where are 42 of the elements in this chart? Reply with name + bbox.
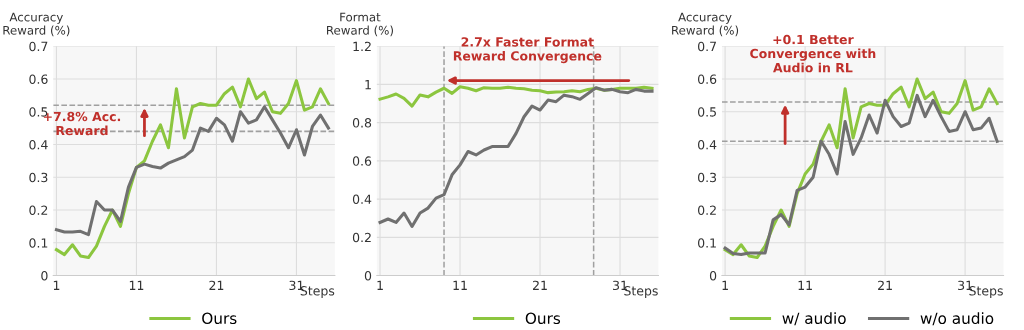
y-tick-label: 0.3 (29, 172, 48, 183)
x-tick-label: 21 (878, 280, 892, 290)
y-tick-label: 0 (41, 271, 48, 281)
y-tick-label: 0.4 (352, 194, 372, 205)
line-series (378, 85, 654, 108)
y-tick-label: 0.2 (352, 232, 371, 243)
y-tick-label: 0.7 (29, 41, 48, 52)
legend-label: Ours (525, 312, 561, 325)
y-tick-label: 0.6 (698, 74, 717, 84)
y-axis-title: Accuracy Reward (%) (672, 12, 739, 37)
y-tick-label: 0.6 (29, 74, 48, 84)
y-tick-label: 0.1 (698, 238, 716, 248)
y-tick-label: 0.7 (698, 41, 716, 52)
y-tick-label: 0.4 (698, 139, 717, 150)
y-tick-label: 1.2 (353, 41, 371, 51)
legend-label: Ours (202, 312, 237, 325)
y-tick-label: 0.3 (698, 172, 717, 183)
y-tick-label: 0 (364, 271, 372, 281)
annotation: +0.1 Better Convergence with Audio in RL (750, 34, 876, 73)
legend-label: w/ audio (782, 312, 846, 326)
y-tick-label: 0.2 (698, 205, 716, 215)
x-tick-label: 21 (532, 280, 547, 290)
line-series (378, 86, 654, 228)
annotation: 2.7x Faster Format Reward Convergence (453, 37, 602, 64)
x-tick-label: 21 (209, 280, 224, 290)
y-tick-label: 0.2 (29, 205, 48, 215)
x-tick-label: 11 (453, 280, 467, 290)
y-tick-label: 0 (709, 271, 717, 281)
x-tick-label: 1 (377, 280, 383, 290)
y-axis-title: Format Reward (%) (327, 12, 393, 37)
y-tick-label: 0.6 (352, 156, 372, 166)
x-tick-label: 1 (53, 280, 60, 290)
y-tick-label: 0.1 (29, 238, 48, 248)
y-tick-label: 0.4 (29, 139, 48, 150)
y-axis-title: Accuracy Reward (%) (3, 12, 70, 37)
y-tick-label: 0.5 (698, 107, 716, 117)
legend-label: w/o audio (920, 312, 994, 326)
y-tick-label: 1 (365, 80, 371, 90)
x-tick-label: 11 (129, 280, 144, 290)
x-tick-label: 1 (722, 280, 728, 290)
x-tick-label: 11 (798, 280, 812, 290)
y-tick-label: 0.8 (352, 118, 372, 128)
